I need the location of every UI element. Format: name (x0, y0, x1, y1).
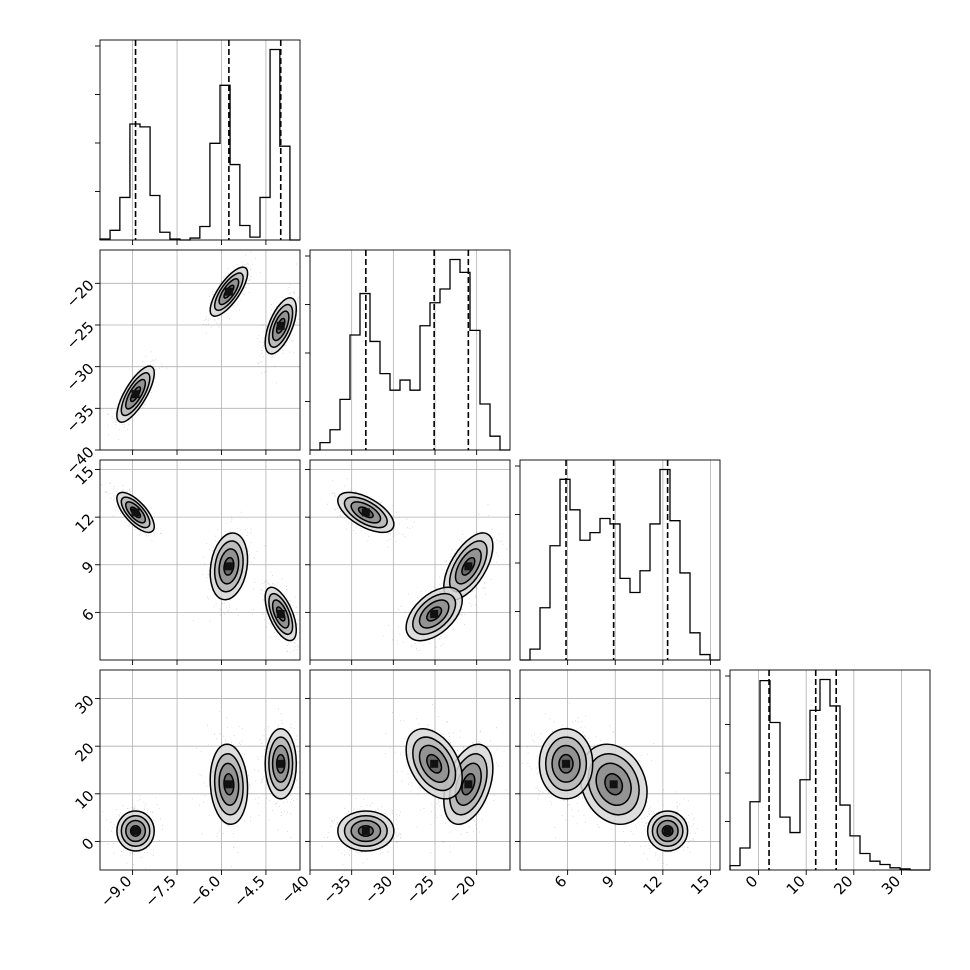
density-peak (276, 321, 285, 330)
panel-frame (99, 249, 301, 451)
y-tick-label: −25 (63, 318, 98, 353)
density-peak (430, 759, 439, 768)
density-peak (663, 826, 672, 835)
panel-frame (519, 669, 721, 871)
y-tick-label: 10 (71, 787, 97, 813)
histogram-step (99, 48, 300, 241)
panel-frame (519, 459, 721, 661)
density-peak (464, 562, 473, 571)
density-peak (131, 826, 140, 835)
x-tick-label: 15 (687, 872, 713, 898)
x-tick-label: −9.0 (97, 872, 135, 910)
y-tick-label: −20 (63, 276, 98, 311)
x-tick-label: 9 (599, 872, 618, 891)
y-tick-label: −30 (63, 360, 98, 395)
x-tick-label: −35 (319, 872, 354, 907)
y-tick-label: −35 (63, 401, 98, 436)
scatter-points (521, 702, 698, 866)
panel-frame (309, 249, 511, 451)
histogram-step (520, 468, 720, 661)
y-tick-label: 0 (78, 834, 97, 853)
histogram-panel-2 (305, 249, 511, 455)
density-peak (276, 759, 285, 768)
panel-frame (99, 669, 301, 871)
scatter-panel-1-2: −40−35−30−25−20 (63, 249, 301, 478)
panel-frame (309, 459, 511, 661)
scatter-panel-1-4: −9.0 −7.5 −6.0 −4.5 0 10 20 30 (71, 669, 301, 911)
x-tick-label: −40 (278, 872, 313, 907)
scatter-panel-2-4: −40 −35 −30 −25 −20 (278, 669, 511, 907)
panel-frame (99, 39, 301, 241)
histogram-step (310, 258, 510, 451)
density-peak (131, 390, 140, 399)
x-tick-label: −30 (361, 872, 396, 907)
density-peak (224, 562, 233, 571)
x-tick-label: 6 (551, 872, 570, 891)
panel-frame (99, 459, 301, 661)
x-tick-label: −4.5 (230, 872, 268, 910)
histogram-step (729, 678, 930, 871)
histogram-panel-3 (515, 459, 721, 665)
y-tick-label: 20 (71, 739, 97, 765)
panel-frame (309, 669, 511, 871)
scatter-panel-2-3 (305, 459, 511, 665)
density-peak (430, 609, 439, 618)
panel-frame (729, 669, 931, 871)
density-peak (131, 508, 140, 517)
density-peak (464, 780, 473, 789)
x-tick-label: −25 (403, 872, 438, 907)
histogram-panel-1 (95, 39, 301, 245)
x-tick-label: 0 (742, 872, 761, 891)
x-tick-label: −20 (444, 872, 479, 907)
y-tick-label: 9 (78, 558, 97, 577)
scatter-panel-3-4: 6 9 12 15 (515, 669, 721, 898)
y-tick-label: 6 (78, 605, 97, 624)
x-tick-label: −7.5 (141, 872, 179, 910)
x-tick-label: 30 (878, 872, 904, 898)
y-tick-label: 12 (71, 510, 97, 536)
density-peak (562, 759, 571, 768)
density-peak (224, 780, 233, 789)
x-tick-label: 10 (783, 872, 809, 898)
x-tick-label: 12 (639, 872, 665, 898)
x-tick-label: 20 (830, 872, 856, 898)
scatter-points (107, 251, 300, 441)
density-peak (609, 780, 618, 789)
y-tick-label: 30 (71, 692, 97, 718)
density-peak (361, 508, 370, 517)
histogram-panel-4: 0 10 20 30 (725, 669, 931, 898)
x-tick-label: −6.0 (186, 872, 224, 910)
density-peak (224, 287, 233, 296)
density-peak (276, 609, 285, 618)
density-peak (361, 826, 370, 835)
